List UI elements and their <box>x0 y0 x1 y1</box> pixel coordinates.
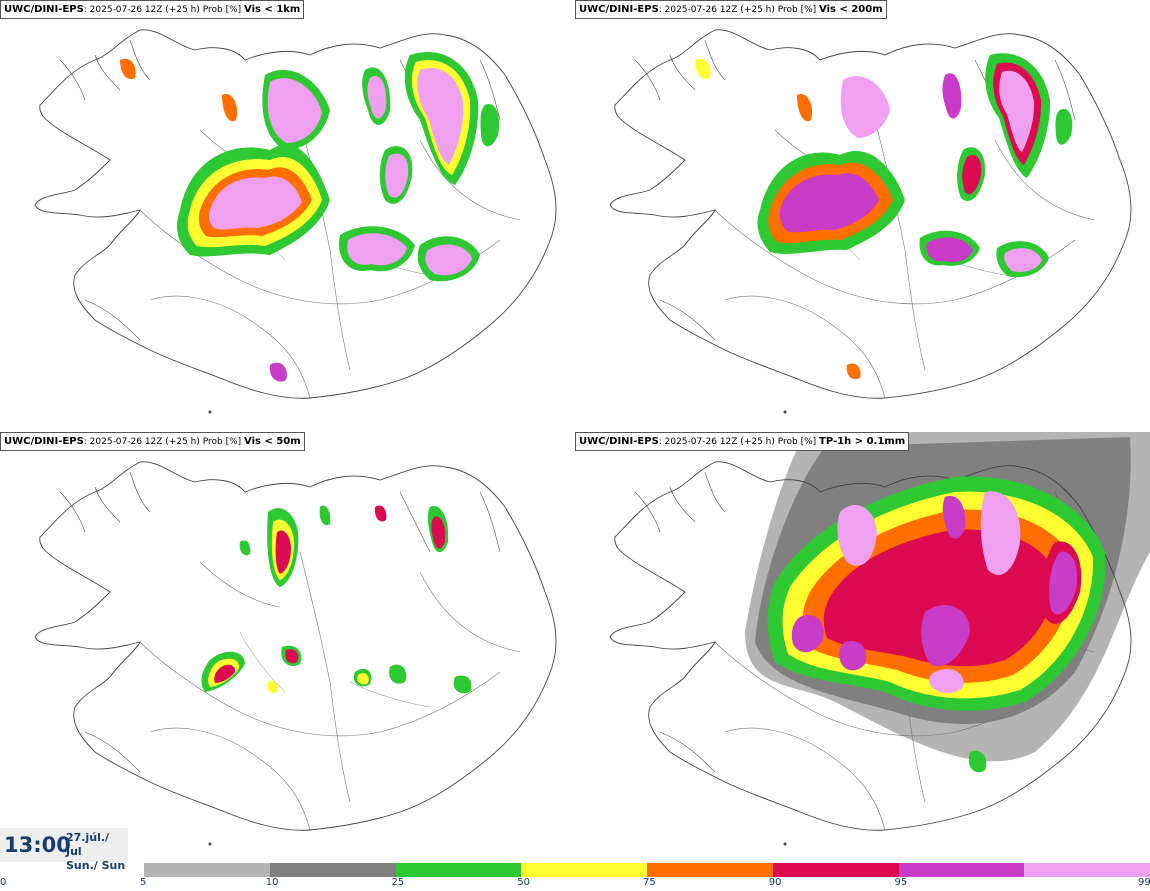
panel-vis-50m: UWC/DINI-EPS: 2025-07-26 12Z (+25 h) Pro… <box>0 432 575 862</box>
legend-tick-label: 99 <box>1138 877 1150 888</box>
legend-segment-1 <box>269 863 396 877</box>
valid-time-box: 13:00 27.júl./ Jul Sun./ Sun <box>0 828 128 872</box>
legend-segment-2 <box>395 863 522 877</box>
legend-segment-5 <box>772 863 899 877</box>
model-name: UWC/DINI-EPS <box>4 4 84 15</box>
legend-tick-label: 5 <box>140 877 147 888</box>
probability-field <box>767 476 1106 773</box>
panel-tp-1h: UWC/DINI-EPS: 2025-07-26 12Z (+25 h) Pro… <box>575 432 1150 862</box>
variable-name: Vis < 50m <box>244 436 301 447</box>
run-info: : 2025-07-26 12Z (+25 h) Prob [%] <box>658 5 820 15</box>
panel-header: UWC/DINI-EPS: 2025-07-26 12Z (+25 h) Pro… <box>0 432 305 451</box>
legend-tick-label: 25 <box>391 877 405 888</box>
legend-tick-label: 50 <box>517 877 530 888</box>
model-name: UWC/DINI-EPS <box>579 436 659 447</box>
variable-name: Vis < 200m <box>819 4 883 15</box>
legend-tick-label: 95 <box>894 877 908 888</box>
legend-segment-7 <box>1024 863 1150 877</box>
date-line-1: 27.júl./ Jul <box>66 831 110 858</box>
panel-vis-200m: UWC/DINI-EPS: 2025-07-26 12Z (+25 h) Pro… <box>575 0 1150 430</box>
legend-segment-6 <box>898 863 1025 877</box>
legend-tick-label: 10 <box>265 877 279 888</box>
model-name: UWC/DINI-EPS <box>4 436 84 447</box>
valid-date: 27.júl./ Jul Sun./ Sun <box>66 831 128 873</box>
model-name: UWC/DINI-EPS <box>579 4 659 15</box>
map-tp-1h <box>609 432 1150 846</box>
legend-segment-0 <box>144 863 270 877</box>
map-vis-50m <box>34 461 557 846</box>
legend-segment-4 <box>647 863 773 877</box>
map-vis-200m <box>609 29 1132 414</box>
panel-header: UWC/DINI-EPS: 2025-07-26 12Z (+25 h) Pro… <box>575 432 910 451</box>
probability-field <box>695 53 1073 380</box>
probability-field <box>120 52 500 382</box>
valid-time: 13:00 <box>4 833 71 857</box>
date-line-2: Sun./ Sun <box>66 859 126 872</box>
legend-ticks: 0 5 10 25 50 75 90 95 99 <box>0 877 1150 891</box>
legend-tick-label: 75 <box>643 877 656 888</box>
variable-name: TP-1h > 0.1mm <box>819 436 906 447</box>
panel-header: UWC/DINI-EPS: 2025-07-26 12Z (+25 h) Pro… <box>575 0 887 19</box>
panel-vis-1km: UWC/DINI-EPS: 2025-07-26 12Z (+25 h) Pro… <box>0 0 575 430</box>
legend-tick-label: 90 <box>768 877 782 888</box>
run-info: : 2025-07-26 12Z (+25 h) Prob [%] <box>83 437 245 447</box>
variable-name: Vis < 1km <box>244 4 301 15</box>
probability-field <box>201 505 472 694</box>
run-info: : 2025-07-26 12Z (+25 h) Prob [%] <box>658 437 820 447</box>
legend-tick-label: 0 <box>0 877 7 888</box>
probability-legend <box>144 863 1150 877</box>
legend-segment-3 <box>521 863 647 877</box>
map-vis-1km <box>34 29 557 414</box>
panel-header: UWC/DINI-EPS: 2025-07-26 12Z (+25 h) Pro… <box>0 0 305 19</box>
run-info: : 2025-07-26 12Z (+25 h) Prob [%] <box>83 5 245 15</box>
